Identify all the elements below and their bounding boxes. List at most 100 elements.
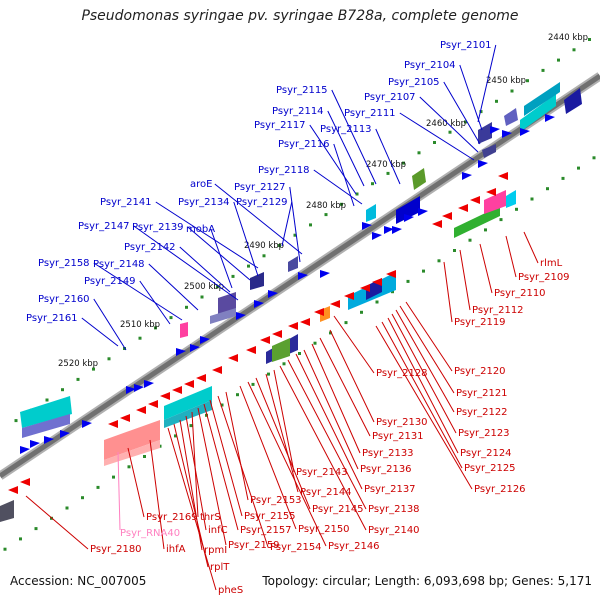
gene-arrow [190, 344, 200, 352]
gene-label: Psyr_2122 [456, 407, 508, 418]
gene-label: Psyr_2117 [254, 120, 306, 131]
gene-arrow [200, 336, 210, 344]
tick-dot [138, 336, 142, 340]
tick-dot [557, 58, 560, 62]
tick-dot [61, 388, 64, 392]
gene-label: Psyr_2153 [250, 495, 302, 506]
gene-arrow [462, 172, 472, 180]
tick-dot [185, 305, 188, 309]
callout-line [139, 280, 171, 325]
scale-tick-label: 2440 kbp [548, 33, 588, 43]
tick-dot [530, 197, 534, 201]
callout-line [459, 64, 483, 131]
gene-arrow [144, 380, 154, 388]
callout-line [279, 365, 367, 531]
tick-dot [375, 300, 379, 304]
gene-arrow [288, 322, 298, 330]
gene-label: Psyr_2104 [404, 60, 456, 71]
gene-arrow [470, 196, 480, 204]
gene-arrow [490, 126, 500, 134]
callout-line [167, 427, 217, 591]
gene-label: Psyr_2134 [178, 197, 230, 208]
callout-line [419, 96, 479, 153]
gene-label: Psyr_2158 [38, 258, 90, 269]
gene-arrow [236, 312, 246, 320]
tick-dot [45, 398, 49, 402]
tick-dot [526, 79, 529, 83]
callout-line [127, 447, 145, 518]
scale-tick-labels: 2440 kbp 2450 kbp 2460 kbp 2470 kbp 2480 kbp… [58, 33, 588, 369]
tick-dot [107, 357, 111, 361]
feature-block [366, 204, 376, 222]
tick-dot [448, 130, 452, 134]
gene-label: Psyr_2107 [364, 92, 416, 103]
callout-line [217, 395, 269, 548]
gene-arrow [246, 346, 256, 354]
gene-label: rplT [210, 562, 230, 573]
callout-line [443, 261, 453, 323]
gene-arrow [520, 128, 530, 136]
gene-arrow [298, 272, 308, 280]
callout-line [233, 201, 259, 277]
gene-label: Psyr_2143 [296, 467, 348, 478]
gene-label: Psyr_2111 [344, 108, 396, 119]
gene-label: infC [208, 525, 228, 536]
gene-arrow [108, 420, 118, 428]
tick-dot [309, 223, 312, 227]
gene-label: Psyr_2147 [78, 221, 130, 232]
callout-line [93, 298, 127, 351]
tick-dot [406, 279, 410, 283]
gene-label: Psyr_2121 [456, 388, 508, 399]
tick-dot [464, 120, 467, 124]
callout-line [117, 451, 121, 531]
gene-arrow [120, 414, 130, 422]
feature-block [104, 420, 160, 460]
tick-dot [371, 182, 374, 186]
gene-arrow [184, 380, 194, 388]
feature-block [482, 144, 496, 158]
tick-dot [572, 48, 576, 52]
callout-line [387, 317, 459, 454]
reverse-gene-callouts: rlmL Psyr_2109 Psyr_2110 Psyr_2112Psyr_2119… [25, 231, 570, 596]
tick-dot [205, 413, 208, 417]
callout-line [81, 317, 119, 347]
gene-label: Psyr_2169 [146, 512, 198, 523]
feature-block [524, 82, 560, 116]
gene-label: Psyr_2131 [372, 431, 424, 442]
callout-line [273, 369, 295, 473]
gene-label: rlmL [540, 258, 563, 269]
callout-line [93, 262, 183, 321]
feature-block [454, 206, 500, 238]
gene-label: Psyr_2101 [440, 40, 492, 51]
feature-block [20, 396, 72, 428]
tick-dot [127, 465, 131, 469]
gene-arrow [126, 386, 136, 394]
gene-label: Psyr_2155 [244, 511, 296, 522]
gene-label: Psyr_2161 [26, 313, 78, 324]
tick-dot [81, 496, 84, 500]
tick-dot [479, 110, 483, 114]
gene-arrow [148, 400, 158, 408]
gene-label: Psyr_2110 [494, 288, 546, 299]
gene-arrow [212, 366, 222, 374]
callout-line [214, 183, 303, 255]
gene-arrow [44, 436, 54, 444]
callout-line [327, 110, 365, 187]
tick-dot [14, 419, 18, 423]
gene-label: Psyr_2142 [124, 242, 176, 253]
tick-dot [216, 285, 219, 289]
feature-block [412, 168, 426, 190]
scale-tick-label: 2450 kbp [486, 76, 526, 86]
gene-arrow [372, 278, 382, 286]
gene-label: Psyr_2149 [84, 276, 136, 287]
callout-line [375, 325, 473, 490]
gene-label: Psyr_2137 [364, 484, 416, 495]
gene-arrow [432, 220, 442, 228]
tick-dot [262, 254, 266, 258]
gene-label: Psyr_2115 [276, 85, 328, 96]
gene-label: Psyr_2120 [454, 366, 506, 377]
gene-arrow [136, 406, 146, 414]
feature-block [396, 196, 420, 224]
gene-label: Psyr_2157 [240, 525, 292, 536]
